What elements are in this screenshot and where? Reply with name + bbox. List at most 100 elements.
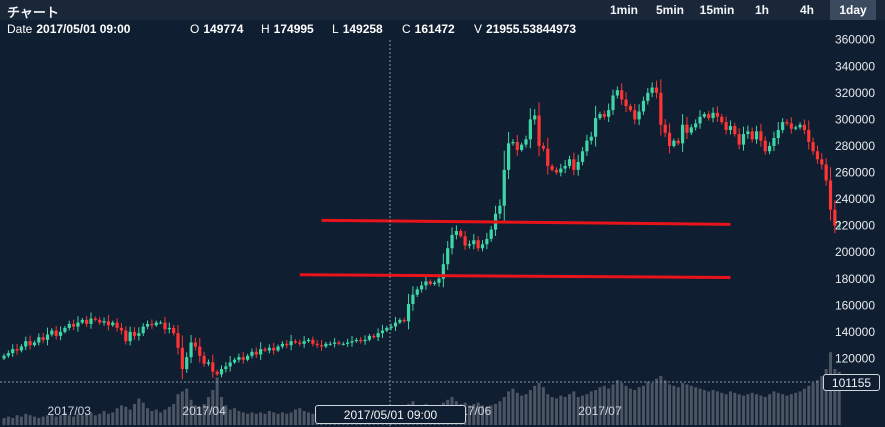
candle-body — [50, 330, 54, 335]
candle-body — [176, 333, 180, 348]
candle-body — [276, 346, 280, 351]
candle-body — [720, 116, 724, 123]
volume-bar — [2, 418, 6, 425]
volume-bar — [106, 413, 110, 425]
volume-bar — [554, 398, 558, 425]
candle-body — [302, 341, 306, 344]
candle-body — [802, 124, 806, 131]
candle-body — [267, 347, 271, 351]
volume-bar — [202, 404, 206, 425]
timeframe-1day[interactable]: 1day — [830, 0, 876, 20]
candle-body — [763, 140, 767, 152]
volume-bar — [198, 406, 202, 425]
candle-body — [106, 321, 110, 326]
volume-bar — [702, 390, 706, 425]
volume-bar — [298, 408, 302, 425]
candle-body — [76, 322, 80, 327]
candle-body — [259, 349, 263, 355]
candle-body — [72, 323, 76, 327]
candle-body — [189, 342, 193, 358]
candle-body — [67, 323, 71, 328]
volume-bar — [63, 412, 67, 425]
volume-bar — [824, 369, 828, 425]
candle-body — [615, 90, 619, 96]
volume-bar — [768, 394, 772, 425]
volume-bar — [50, 413, 54, 425]
candle-body — [811, 141, 815, 152]
volume-bar — [794, 392, 798, 425]
candle-body — [145, 323, 150, 327]
candle-body — [224, 366, 228, 370]
candle-body — [24, 341, 28, 347]
volume-bar — [233, 408, 237, 425]
volume-bar — [628, 388, 632, 425]
candle-body — [80, 319, 84, 323]
timeframe-15min[interactable]: 15min — [699, 3, 735, 17]
candle-body — [137, 333, 141, 336]
volume-bar — [102, 411, 106, 425]
volume-bar — [624, 385, 628, 425]
volume-bar — [228, 409, 232, 425]
candle-body — [650, 87, 654, 93]
volume-bar — [224, 405, 228, 425]
timeframe-5min[interactable]: 5min — [655, 3, 684, 17]
volume-bar — [163, 409, 167, 425]
volume-bar — [672, 385, 676, 425]
candle-body — [537, 115, 541, 146]
candle-body — [598, 114, 602, 119]
volume-bar — [32, 416, 36, 425]
candle-body — [363, 339, 367, 342]
volume-bar — [837, 371, 841, 425]
candle-body — [480, 244, 485, 249]
timeframe-4h[interactable]: 4h — [799, 3, 814, 17]
candle-body — [246, 355, 250, 360]
volume-bar — [750, 392, 754, 425]
candle-body — [228, 362, 232, 367]
candle-body — [119, 327, 124, 331]
candle-body — [563, 165, 567, 169]
candle-body — [807, 130, 811, 142]
y-tick-label: 200000 — [835, 245, 875, 259]
candle-body — [315, 343, 319, 346]
volume-bar — [59, 415, 63, 425]
candle-body — [828, 180, 833, 210]
volume-bar — [272, 412, 276, 425]
volume-bar — [515, 392, 519, 425]
candle-body — [602, 114, 606, 117]
volume-bar — [641, 385, 645, 425]
candle-body — [163, 322, 167, 330]
volume-bar — [159, 412, 163, 425]
ohlc-open: O 149774 — [190, 22, 244, 36]
candle-body — [711, 112, 715, 119]
candle-body — [585, 140, 589, 152]
volume-bar — [533, 385, 537, 425]
candle-body — [489, 229, 493, 239]
candle-body — [341, 343, 345, 345]
candle-body — [485, 238, 489, 245]
candle-body — [141, 326, 145, 334]
volume-bar — [280, 412, 284, 425]
timeframe-1h[interactable]: 1h — [754, 3, 769, 17]
candle-body — [785, 122, 789, 124]
volume-bar — [524, 394, 528, 425]
volume-bar — [154, 409, 158, 425]
volume-bar — [615, 380, 619, 425]
candle-body — [272, 347, 276, 351]
x-tick-label: 2017/07 — [578, 404, 622, 418]
candle-body — [567, 159, 572, 166]
timeframe-1min[interactable]: 1min — [609, 3, 638, 17]
volume-bar — [589, 391, 593, 425]
candle-body — [346, 342, 350, 344]
candle-body — [446, 248, 450, 265]
candle-body — [750, 131, 754, 140]
volume-bar — [685, 384, 689, 425]
candle-body — [654, 87, 659, 93]
y-tick-label: 160000 — [835, 298, 875, 312]
ohlc-date: Date 2017/05/01 09:00 — [7, 22, 131, 36]
candle-body — [380, 330, 385, 334]
candle-body — [467, 244, 472, 246]
volume-bar — [146, 408, 150, 425]
y-tick-label: 360000 — [835, 33, 875, 47]
volume-bar — [176, 394, 180, 425]
